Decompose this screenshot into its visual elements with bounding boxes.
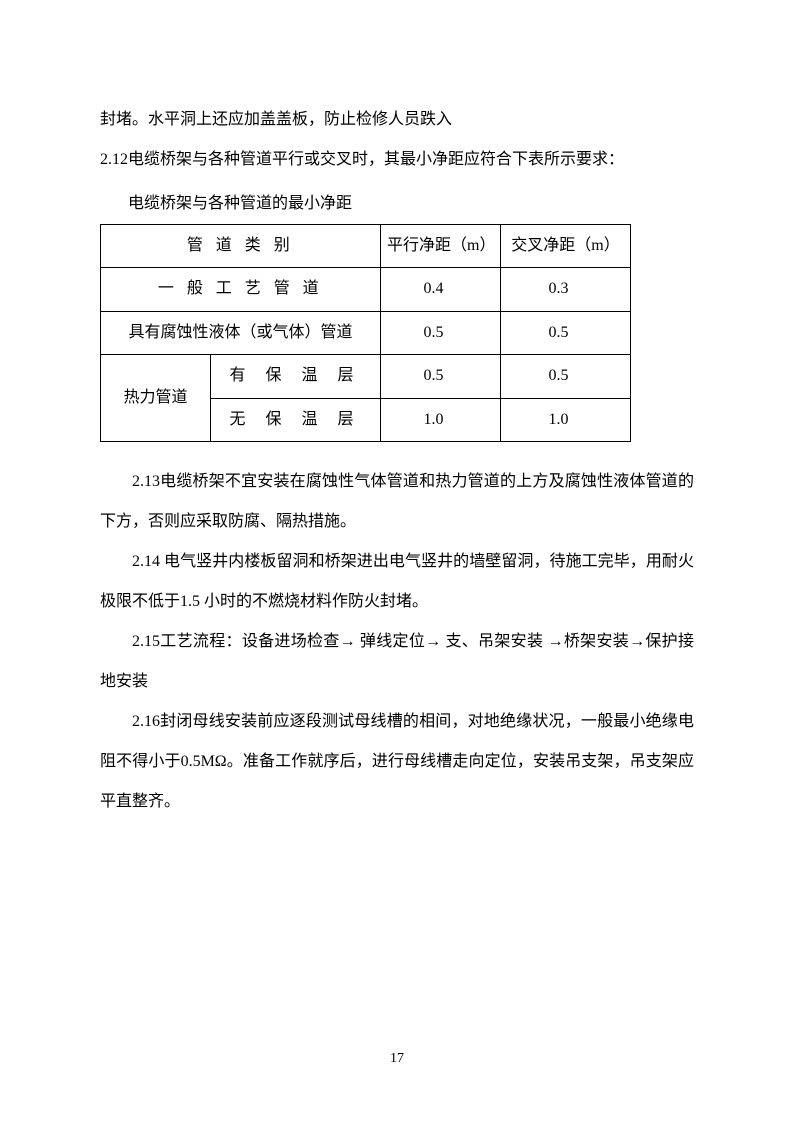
paragraph-2: 2.12电缆桥架与各种管道平行或交叉时，其最小净距应符合下表所示要求： xyxy=(100,140,694,180)
cell-category-sub: 无 保 温 层 xyxy=(229,411,361,428)
paragraph-4: 2.14 电气竖井内楼板留洞和桥架进出电气竖井的墙壁留洞，待施工完毕，用耐火极限… xyxy=(100,542,694,622)
cell-cross: 1.0 xyxy=(501,398,631,441)
document-body: 封堵。水平洞上还应加盖盖板，防止检修人员跌入 2.12电缆桥架与各种管道平行或交… xyxy=(100,100,694,822)
cell-parallel: 0.5 xyxy=(381,355,501,398)
cell-parallel: 0.5 xyxy=(381,311,501,354)
table-row: 具有腐蚀性液体（或气体）管道 0.5 0.5 xyxy=(101,311,631,354)
cell-cross: 0.5 xyxy=(501,311,631,354)
paragraph-6: 2.16封闭母线安装前应逐段测试母线槽的相间，对地绝缘状况，一般最小绝缘电阻不得… xyxy=(100,702,694,822)
table-header-row: 管 道 类 别 平行净距（m） 交叉净距（m） xyxy=(101,225,631,268)
table-row: 一 般 工 艺 管 道 0.4 0.3 xyxy=(101,268,631,311)
clearance-table: 管 道 类 别 平行净距（m） 交叉净距（m） 一 般 工 艺 管 道 0.4 … xyxy=(100,224,631,442)
header-cross: 交叉净距（m） xyxy=(501,225,631,268)
cell-cross: 0.3 xyxy=(501,268,631,311)
paragraph-5: 2.15工艺流程：设备进场检查→ 弹线定位→ 支、吊架安装 →桥架安装→保护接地… xyxy=(100,622,694,702)
table-caption: 电缆桥架与各种管道的最小净距 xyxy=(100,184,694,224)
cell-category: 一 般 工 艺 管 道 xyxy=(158,280,323,297)
header-parallel: 平行净距（m） xyxy=(381,225,501,268)
cell-parallel: 1.0 xyxy=(381,398,501,441)
cell-category: 具有腐蚀性液体（或气体）管道 xyxy=(101,311,381,354)
cell-category-sub: 有 保 温 层 xyxy=(229,367,361,384)
paragraph-1: 封堵。水平洞上还应加盖盖板，防止检修人员跌入 xyxy=(100,100,694,140)
cell-parallel: 0.4 xyxy=(381,268,501,311)
cell-cross: 0.5 xyxy=(501,355,631,398)
header-category: 管 道 类 别 xyxy=(187,237,294,254)
page-number: 17 xyxy=(0,1051,794,1067)
paragraph-3: 2.13电缆桥架不宜安装在腐蚀性气体管道和热力管道的上方及腐蚀性液体管道的下方，… xyxy=(100,462,694,542)
table-row: 热力管道 有 保 温 层 0.5 0.5 xyxy=(101,355,631,398)
cell-category-main: 热力管道 xyxy=(101,355,211,442)
